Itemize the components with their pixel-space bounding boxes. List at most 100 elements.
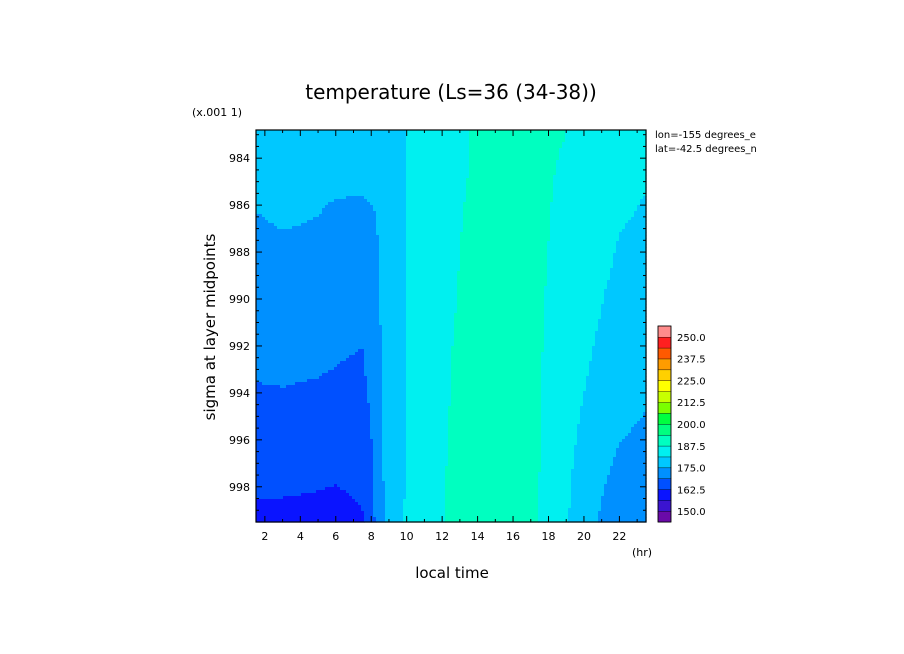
contour-cell <box>256 466 374 470</box>
contour-cell <box>382 424 407 428</box>
colorbar-swatch <box>657 445 672 458</box>
contour-cell <box>625 226 647 230</box>
contour-cell <box>457 304 545 308</box>
contour-cell <box>469 142 563 146</box>
contour-cell <box>256 271 380 275</box>
contour-cell <box>544 322 599 326</box>
contour-cell <box>466 184 554 188</box>
contour-cell <box>256 208 323 212</box>
contour-cell <box>355 352 365 356</box>
contour-cell <box>256 304 380 308</box>
contour-cell <box>448 409 542 413</box>
contour-cell <box>406 187 467 191</box>
contour-cell <box>580 406 647 410</box>
contour-cell <box>256 454 374 458</box>
contour-cell <box>379 274 407 278</box>
contour-cell <box>592 346 647 350</box>
contour-cell <box>463 205 551 209</box>
contour-cell <box>541 403 584 407</box>
contour-cell <box>256 241 380 245</box>
contour-cell <box>256 286 380 290</box>
contour-cell <box>382 334 407 338</box>
contour-cell <box>607 283 647 287</box>
contour-cell <box>592 352 647 356</box>
contour-cell <box>457 307 545 311</box>
contour-cell <box>292 226 377 230</box>
contour-cell <box>601 496 647 500</box>
contour-cell <box>382 358 407 362</box>
contour-cell <box>280 385 287 389</box>
contour-cell <box>448 415 542 419</box>
contour-cell <box>256 484 335 488</box>
contour-cell <box>547 265 614 269</box>
contour-cell <box>538 472 572 476</box>
contour-cell <box>541 460 575 464</box>
contour-cell <box>406 238 461 242</box>
contour-cell <box>379 235 407 239</box>
contour-cell <box>463 217 551 221</box>
contour-cell <box>256 253 380 257</box>
contour-cell <box>382 400 407 404</box>
contour-cell <box>403 511 446 515</box>
contour-cell <box>406 181 467 185</box>
contour-cell <box>577 424 635 428</box>
contour-cell <box>370 412 383 416</box>
contour-cell <box>541 457 575 461</box>
contour-cell <box>457 298 545 302</box>
colorbar-label: 162.5 <box>677 485 706 496</box>
contour-cell <box>406 265 461 269</box>
contour-cell <box>406 448 449 452</box>
contour-cell <box>367 397 383 401</box>
contour-cell <box>256 493 302 497</box>
contour-cell <box>406 175 470 179</box>
contour-cell <box>541 376 587 380</box>
contour-cell <box>604 289 647 293</box>
contour-cell <box>406 334 455 338</box>
contour-cell <box>544 316 602 320</box>
contour-cell <box>607 481 647 485</box>
contour-cell <box>469 136 566 140</box>
contour-cell <box>544 325 599 329</box>
contour-cell <box>406 277 458 281</box>
contour-cell <box>457 292 545 296</box>
contour-cell <box>406 481 446 485</box>
colorbar-swatch <box>657 391 672 403</box>
contour-cell <box>451 403 542 407</box>
contour-cell <box>328 202 371 206</box>
contour-cell <box>406 433 449 437</box>
contour-cell <box>373 511 386 515</box>
contour-cell <box>256 289 380 293</box>
contour-cell <box>538 520 569 523</box>
contour-cell <box>589 373 647 377</box>
contour-cell <box>256 274 380 278</box>
contour-cell <box>592 349 647 353</box>
contour-cell <box>580 421 638 425</box>
contour-cell <box>364 373 383 377</box>
x-tick-label: 18 <box>542 530 556 543</box>
contour-cell <box>541 373 590 377</box>
contour-cell <box>547 250 617 254</box>
contour-cell <box>406 202 464 206</box>
contour-cell <box>610 469 647 473</box>
contour-cell <box>373 484 386 488</box>
contour-cell <box>538 499 572 503</box>
contour-cell <box>541 358 593 362</box>
contour-cell <box>451 370 542 374</box>
contour-cell <box>307 379 368 383</box>
colorbar-label: 237.5 <box>677 355 706 366</box>
contour-cell <box>406 319 455 323</box>
contour-cell <box>340 361 365 365</box>
contour-cell <box>406 271 458 275</box>
contour-cell <box>382 466 407 470</box>
contour-cell <box>640 418 647 422</box>
contour-cell <box>538 505 572 509</box>
contour-cell <box>541 400 584 404</box>
contour-cell <box>406 217 464 221</box>
contour-cell <box>445 514 539 518</box>
contour-cell <box>256 364 338 368</box>
contour-cell <box>544 304 602 308</box>
contour-cell <box>256 361 341 365</box>
contour-cell <box>385 487 407 491</box>
contour-cell <box>364 370 383 374</box>
contour-cell <box>544 301 605 305</box>
